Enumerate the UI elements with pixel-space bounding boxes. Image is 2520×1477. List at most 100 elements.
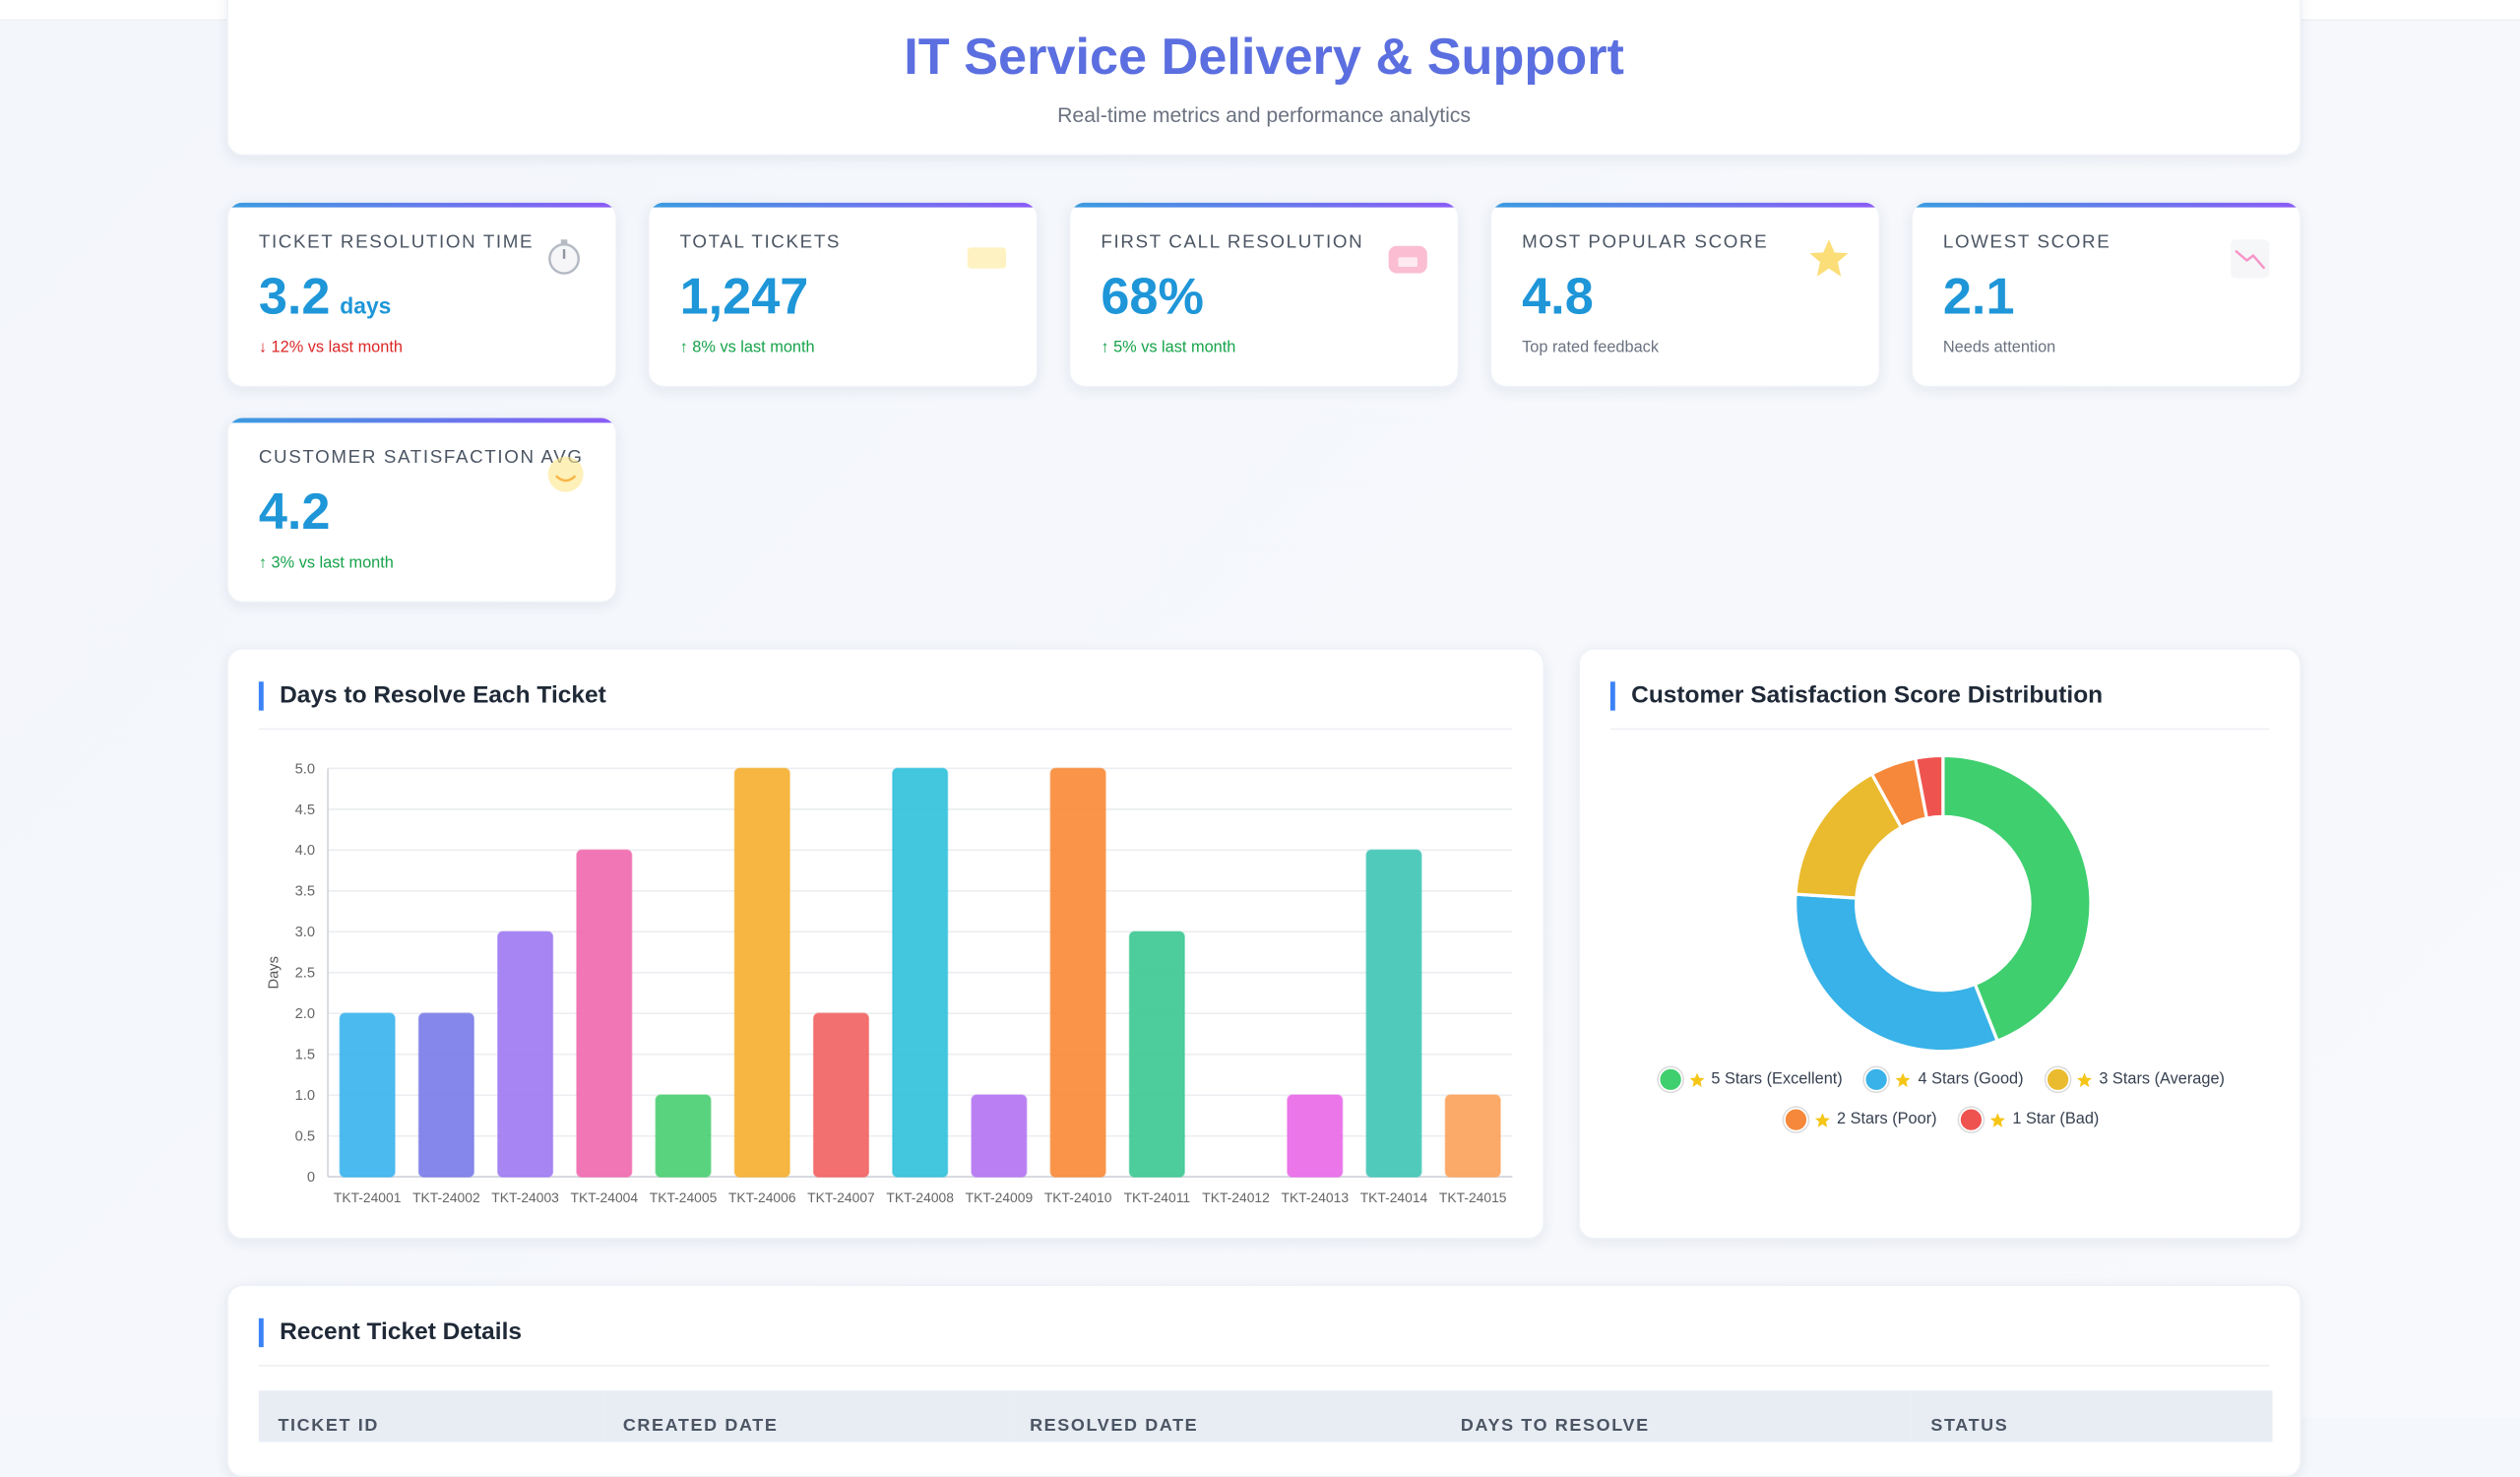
star-icon: [1814, 1112, 1830, 1127]
legend-item: 2 Stars (Poor): [1784, 1107, 1937, 1132]
legend-label: 2 Stars (Poor): [1836, 1111, 1937, 1129]
header-card: IT Service Delivery & Support Real-time …: [226, 0, 2301, 157]
star-icon: [2077, 1071, 2093, 1087]
y-tick-label: 4.0: [295, 843, 315, 859]
x-tick-label: TKT-24013: [1281, 1189, 1349, 1205]
legend-item: 4 Stars (Good): [1864, 1067, 2024, 1092]
column-header: STATUS: [1930, 1416, 2009, 1436]
y-tick-label: 3.5: [295, 884, 315, 900]
y-tick-label: 1.5: [295, 1048, 315, 1063]
x-tick-label: TKT-24009: [966, 1189, 1034, 1205]
kpi-label: TOTAL TICKETS: [679, 232, 842, 253]
kpi-number: 4.2: [258, 482, 331, 541]
legend-swatch: [1864, 1067, 1890, 1092]
kpi-number: 3.2: [258, 267, 331, 325]
kpi-value: 3.2 days: [259, 267, 392, 326]
legend-item: 3 Stars (Average): [2046, 1067, 2225, 1092]
star-icon: [1990, 1112, 2006, 1127]
legend-label: 5 Stars (Excellent): [1711, 1070, 1843, 1089]
kpi-icon: [548, 239, 580, 275]
chart-title: Customer Satisfaction Score Distribution: [1609, 681, 2103, 711]
kpi-trend: ↓ 12% vs last month: [258, 339, 403, 357]
divider: [258, 1365, 2270, 1367]
column-header: CREATED DATE: [622, 1416, 779, 1436]
bar: [1287, 1094, 1344, 1178]
legend-swatch: [1959, 1107, 1984, 1132]
x-tick-label: TKT-24015: [1439, 1189, 1507, 1205]
legend: 5 Stars (Excellent) 4 Stars (Good) 3 Stars…: [1644, 1067, 2238, 1132]
table-title: Recent Ticket Details: [258, 1317, 522, 1348]
y-axis-label: Days: [266, 956, 282, 989]
kpi-trend: ↑ 8% vs last month: [679, 339, 815, 357]
legend-swatch: [1784, 1107, 1808, 1132]
kpi-icon: [2231, 239, 2270, 279]
legend-swatch: [1658, 1067, 1682, 1092]
kpi-value: 4.8: [1522, 267, 1594, 326]
y-tick-label: 2.0: [295, 1006, 315, 1022]
bar: [892, 767, 949, 1178]
kpi-label: TICKET RESOLUTION TIME: [258, 232, 535, 253]
kpi-card: TICKET RESOLUTION TIME 3.2 days ↓ 12% vs la…: [226, 201, 617, 388]
kpi-value: 68%: [1101, 267, 1204, 326]
x-tick-label: TKT-24010: [1044, 1189, 1112, 1205]
chart-title: Days to Resolve Each Ticket: [258, 681, 606, 711]
x-tick-label: TKT-24001: [334, 1189, 402, 1205]
x-tick-label: TKT-24005: [650, 1189, 718, 1205]
bar: [1444, 1094, 1501, 1178]
x-tick-label: TKT-24008: [886, 1189, 954, 1205]
kpi-number: 4.8: [1522, 267, 1594, 325]
title: IT Service Delivery & Support: [904, 27, 1624, 86]
kpi-value: 4.2: [259, 482, 331, 542]
kpi-label: MOST POPULAR SCORE: [1522, 232, 1769, 253]
kpi-icon: [1809, 239, 1849, 277]
bar: [339, 1012, 396, 1178]
pie-slice: [1913, 753, 1945, 820]
y-tick-label: 2.5: [295, 966, 315, 982]
bar: [497, 931, 554, 1178]
legend-item: 1 Star (Bad): [1959, 1107, 2099, 1132]
kpi-card: MOST POPULAR SCORE 4.8 Top rated feedback: [1489, 201, 1881, 388]
kpi-icon: [547, 456, 584, 492]
ticket-table: TICKET ID CREATED DATE RESOLVED DATE DAYS T…: [258, 1390, 2273, 1443]
kpi-card: CUSTOMER SATISFACTION AVG 4.2 ↑ 3% vs last…: [226, 416, 617, 604]
bar: [812, 1012, 870, 1178]
pie-slice: [1794, 892, 2000, 1054]
legend-item: 5 Stars (Excellent): [1658, 1067, 1843, 1092]
kpi-trend: ↑ 5% vs last month: [1101, 339, 1236, 357]
x-tick-label: TKT-24003: [491, 1189, 559, 1205]
kpi-number: 1,247: [679, 267, 809, 325]
table-card: Recent Ticket Details TICKET ID CREATED D…: [226, 1284, 2301, 1477]
kpi-value: 2.1: [1943, 267, 2015, 326]
kpi-trend: ↑ 3% vs last month: [258, 554, 394, 573]
kpi-value: 1,247: [680, 267, 809, 326]
x-tick-label: TKT-24004: [571, 1189, 639, 1205]
x-tick-label: TKT-24011: [1124, 1189, 1191, 1205]
kpi-card: TOTAL TICKETS 1,247 ↑ 8% vs last month: [647, 201, 1039, 388]
y-tick-label: 4.5: [295, 803, 315, 818]
column-header: TICKET ID: [278, 1416, 379, 1436]
pie-chart-card: Customer Satisfaction Score Distribution…: [1578, 647, 2301, 1240]
bar-chart-card: Days to Resolve Each Ticket 0 0.5 1.0 1.5 2.…: [226, 647, 1544, 1240]
bar: [576, 849, 633, 1178]
legend-label: 3 Stars (Average): [2099, 1070, 2225, 1089]
kpi-label: LOWEST SCORE: [1942, 232, 2111, 253]
kpi-icon: [1388, 245, 1427, 274]
kpi-number: 68%: [1101, 267, 1204, 325]
bar: [971, 1094, 1028, 1178]
kpi-icon: [967, 247, 1007, 269]
y-tick-label: 3.0: [295, 925, 315, 940]
table-header: TICKET ID CREATED DATE RESOLVED DATE DAYS T…: [258, 1390, 2273, 1443]
kpi-note: Needs attention: [1942, 339, 2056, 357]
bar: [1049, 767, 1106, 1178]
x-tick-label: TKT-24012: [1202, 1189, 1270, 1205]
star-icon: [1896, 1071, 1912, 1087]
bar: [655, 1094, 712, 1178]
pie-chart: [1794, 753, 2093, 1054]
kpi-label: CUSTOMER SATISFACTION AVG: [258, 448, 584, 469]
column-header: RESOLVED DATE: [1030, 1416, 1199, 1436]
kpi-card: FIRST CALL RESOLUTION 68% ↑ 5% vs last mon…: [1068, 201, 1460, 388]
bar: [1365, 849, 1422, 1178]
kpi-unit: days: [340, 292, 392, 319]
